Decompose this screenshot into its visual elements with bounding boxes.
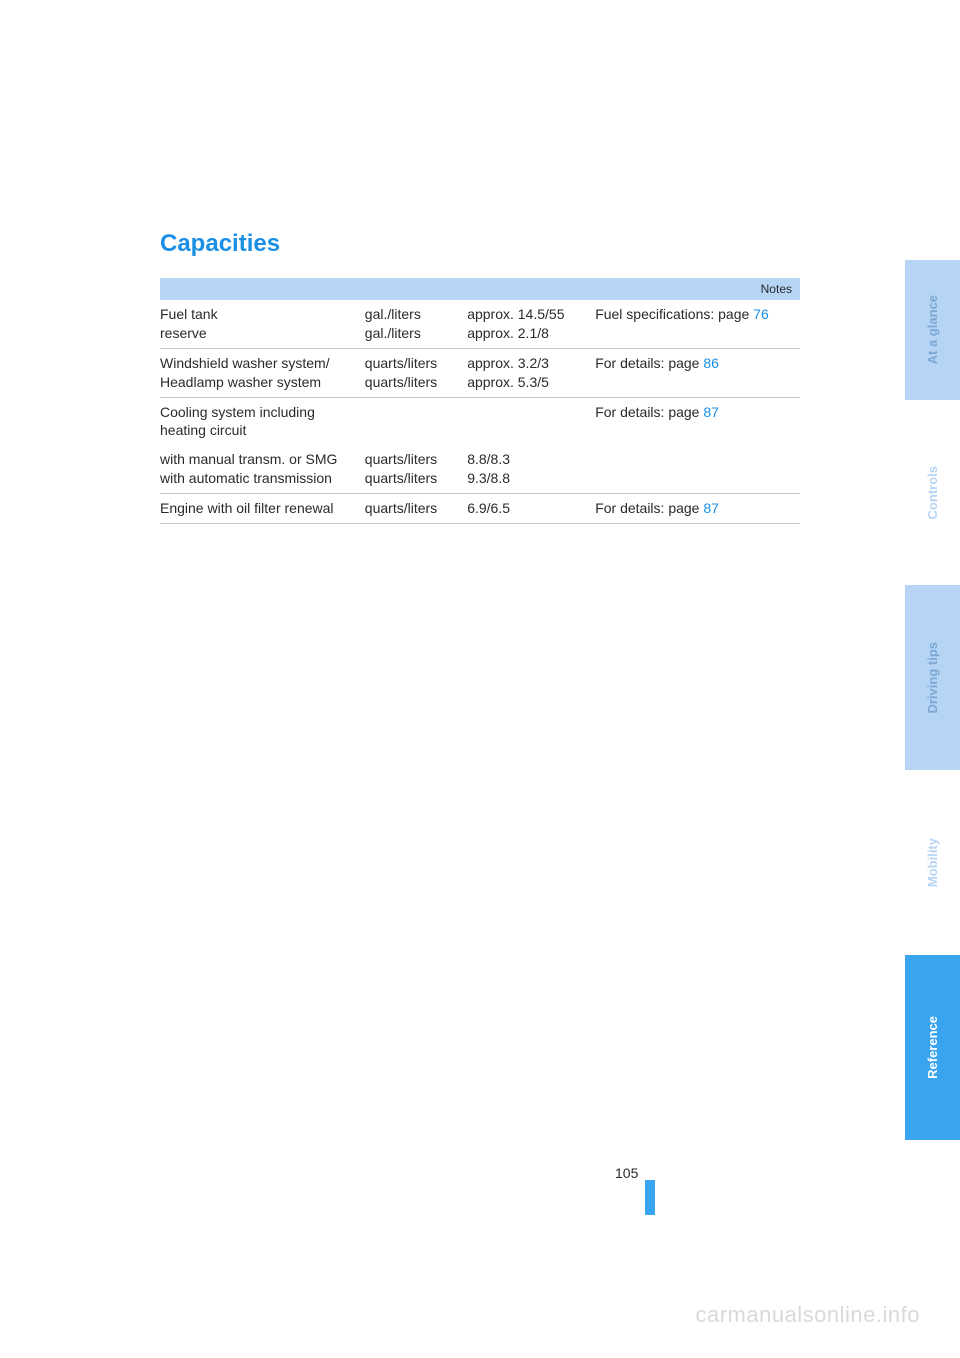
side-tab[interactable]: At a glance (905, 260, 960, 400)
table-cell: Windshield washer system/ Headlamp washe… (160, 348, 365, 397)
note-text: For details: page (595, 355, 703, 371)
page-link[interactable]: 87 (703, 404, 719, 420)
table-cell (365, 397, 467, 445)
table-row: Cooling system including heating circuit… (160, 397, 800, 445)
side-tab-label: Driving tips (925, 642, 940, 714)
side-tab-label: Mobility (925, 838, 940, 887)
table-cell: quarts/liters quarts/liters (365, 445, 467, 493)
side-tab-label: Reference (925, 1016, 940, 1079)
page-link[interactable]: 76 (753, 306, 769, 322)
table-cell: gal./liters gal./liters (365, 300, 467, 348)
table-cell: 6.9/6.5 (467, 494, 595, 524)
page-number: 105 (615, 1165, 638, 1181)
note-text: For details: page (595, 500, 703, 516)
side-tabs: At a glance Controls Driving tips Mobility R… (905, 260, 960, 1140)
table-cell: For details: page 87 (595, 494, 800, 524)
watermark: carmanualsonline.info (695, 1302, 920, 1328)
table-cell: Engine with oil filter renewal (160, 494, 365, 524)
table-cell: approx. 3.2/3 approx. 5.3/5 (467, 348, 595, 397)
side-tab[interactable]: Driving tips (905, 585, 960, 770)
capacities-table: Notes Fuel tank reservegal./liters gal./… (160, 278, 800, 524)
table-cell: Fuel tank reserve (160, 300, 365, 348)
table-row: Engine with oil filter renewalquarts/lit… (160, 494, 800, 524)
table-cell: 8.8/8.3 9.3/8.8 (467, 445, 595, 493)
note-text: For details: page (595, 404, 703, 420)
table-header-notes: Notes (160, 278, 800, 300)
table-row: with manual transm. or SMG with automati… (160, 445, 800, 493)
note-text: Fuel specifications: page (595, 306, 753, 322)
table-cell: quarts/liters (365, 494, 467, 524)
table-cell: Fuel specifications: page 76 (595, 300, 800, 348)
table-cell: For details: page 87 (595, 397, 800, 445)
table-row: Windshield washer system/ Headlamp washe… (160, 348, 800, 397)
page-link[interactable]: 87 (703, 500, 719, 516)
side-tab[interactable]: Mobility (905, 770, 960, 955)
page-title: Capacities (160, 230, 800, 258)
table-cell: quarts/liters quarts/liters (365, 348, 467, 397)
table-cell (467, 397, 595, 445)
table-cell: Cooling system including heating circuit (160, 397, 365, 445)
table-cell (595, 445, 800, 493)
page-link[interactable]: 86 (703, 355, 719, 371)
table-cell: with manual transm. or SMG with automati… (160, 445, 365, 493)
table-cell: approx. 14.5/55 approx. 2.1/8 (467, 300, 595, 348)
side-tab[interactable]: Reference (905, 955, 960, 1140)
side-tab-label: At a glance (925, 295, 940, 364)
table-cell: For details: page 86 (595, 348, 800, 397)
side-tab[interactable]: Controls (905, 400, 960, 585)
side-tab-label: Controls (925, 466, 940, 519)
page-number-bar (645, 1180, 655, 1215)
table-row: Fuel tank reservegal./liters gal./liters… (160, 300, 800, 348)
